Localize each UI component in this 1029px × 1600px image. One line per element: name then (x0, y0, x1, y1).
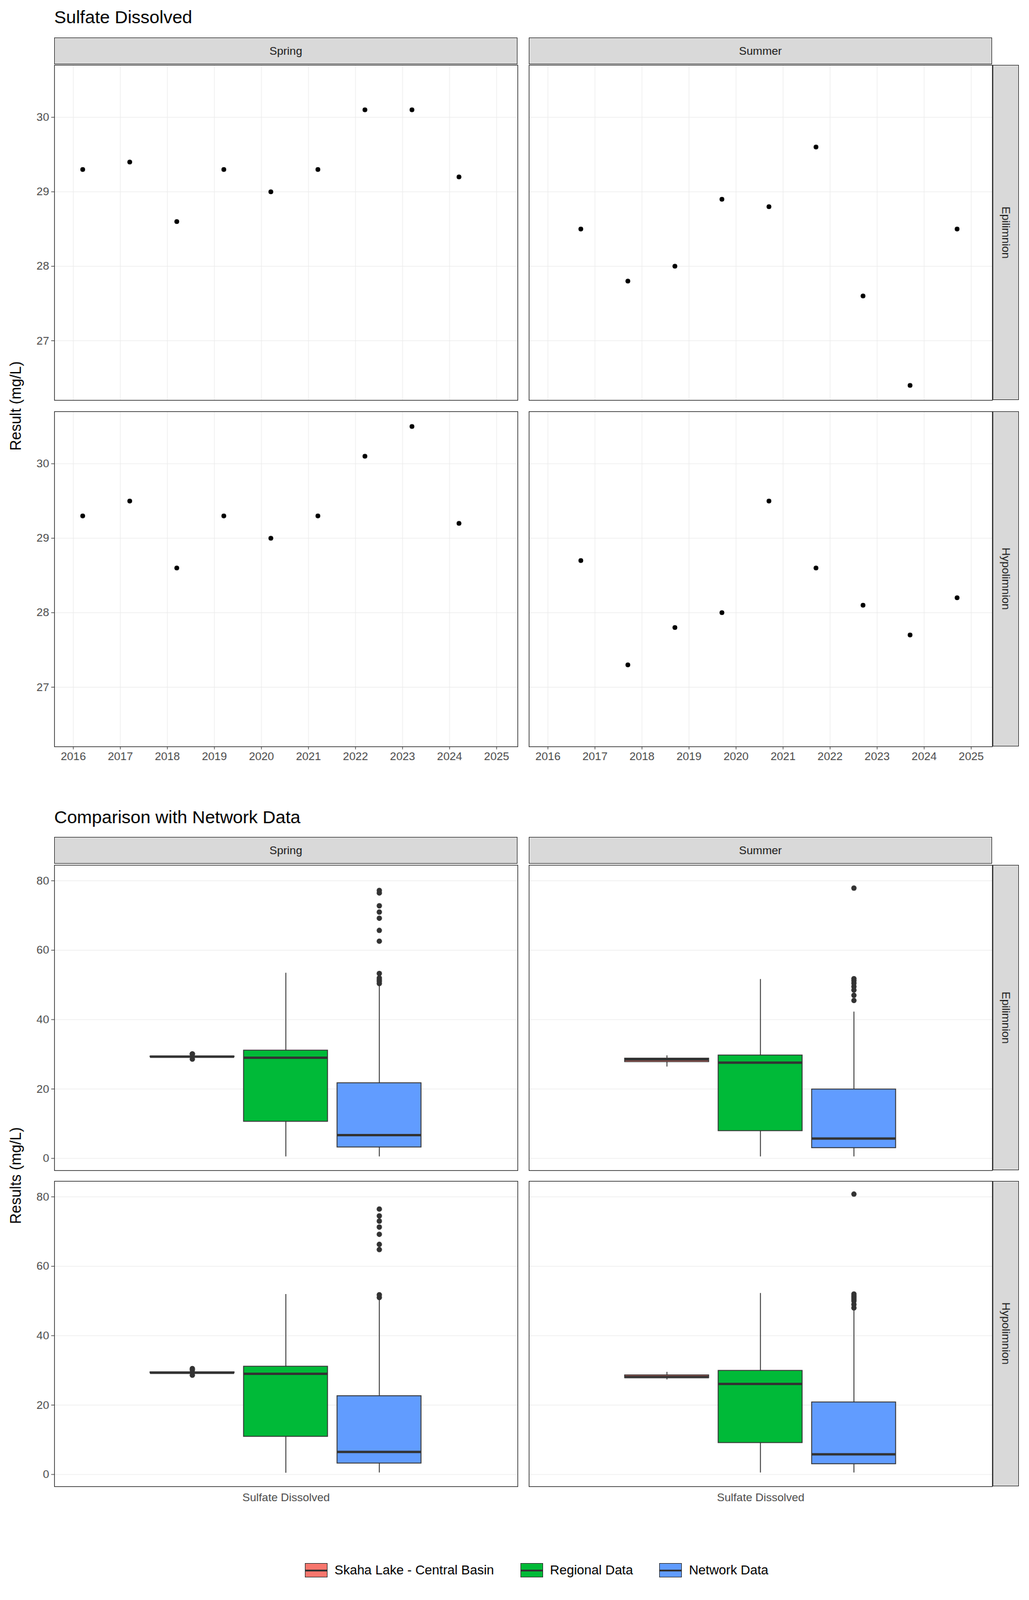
html-text:Summer: Summer (739, 844, 782, 857)
html-text:Sulfate Dissolved: Sulfate Dissolved (54, 7, 193, 27)
svg-text:2023: 2023 (390, 750, 416, 763)
svg-text:2019: 2019 (201, 750, 227, 763)
svg-text:30: 30 (36, 110, 49, 124)
svg-text:2023: 2023 (864, 750, 890, 763)
svg-text:2019: 2019 (676, 750, 702, 763)
svg-text:60: 60 (36, 943, 49, 957)
svg-text:29: 29 (36, 185, 49, 198)
svg-text:0: 0 (42, 1152, 50, 1165)
svg-text:0: 0 (42, 1468, 50, 1481)
svg-text:2020: 2020 (723, 750, 749, 763)
html-text:Epilimnion: Epilimnion (999, 206, 1013, 259)
svg-text:27: 27 (36, 334, 49, 347)
svg-text:Sulfate Dissolved: Sulfate Dissolved (242, 1491, 330, 1505)
svg-text:60: 60 (36, 1260, 49, 1273)
html-text:Skaha Lake - Central Basin: Skaha Lake - Central Basin (334, 1563, 494, 1579)
html-text:Results (mg/L): Results (mg/L) (6, 1127, 24, 1225)
html-text:Network Data: Network Data (688, 1563, 769, 1579)
svg-text:2017: 2017 (582, 750, 608, 763)
html-text:Hypolimnion: Hypolimnion (999, 547, 1013, 611)
svg-text:40: 40 (36, 1329, 49, 1343)
html-text:Comparison with Network Data: Comparison with Network Data (54, 807, 301, 828)
svg-text:80: 80 (36, 874, 49, 888)
html-text:Summer: Summer (739, 44, 782, 57)
svg-text:2022: 2022 (817, 750, 843, 763)
html-text:Result (mg/L): Result (mg/L) (6, 361, 24, 451)
svg-text:2022: 2022 (343, 750, 369, 763)
svg-text:30: 30 (36, 457, 49, 470)
svg-text:20: 20 (36, 1399, 49, 1412)
svg-text:2016: 2016 (60, 750, 86, 763)
svg-text:40: 40 (36, 1013, 49, 1027)
svg-text:2025: 2025 (958, 750, 984, 763)
svg-text:2024: 2024 (437, 750, 463, 763)
svg-text:27: 27 (36, 680, 49, 694)
svg-text:2024: 2024 (911, 750, 938, 763)
svg-text:2016: 2016 (535, 750, 561, 763)
svg-text:2018: 2018 (629, 750, 655, 763)
svg-text:Sulfate Dissolved: Sulfate Dissolved (716, 1491, 805, 1505)
svg-text:29: 29 (36, 531, 49, 545)
svg-text:2020: 2020 (248, 750, 274, 763)
svg-text:2017: 2017 (107, 750, 133, 763)
html-text:Regional Data: Regional Data (549, 1563, 634, 1579)
svg-text:28: 28 (36, 259, 49, 273)
svg-text:80: 80 (36, 1190, 49, 1204)
html-text:Hypolimnion: Hypolimnion (999, 1303, 1013, 1366)
svg-text:2021: 2021 (770, 750, 796, 763)
svg-text:28: 28 (36, 606, 49, 619)
svg-text:20: 20 (36, 1083, 49, 1096)
svg-text:2025: 2025 (484, 750, 510, 763)
html-text:Spring: Spring (269, 844, 303, 857)
html-text:Epilimnion: Epilimnion (999, 991, 1013, 1045)
svg-text:2021: 2021 (295, 750, 321, 763)
svg-text:2018: 2018 (154, 750, 180, 763)
html-text:Spring: Spring (269, 44, 303, 57)
